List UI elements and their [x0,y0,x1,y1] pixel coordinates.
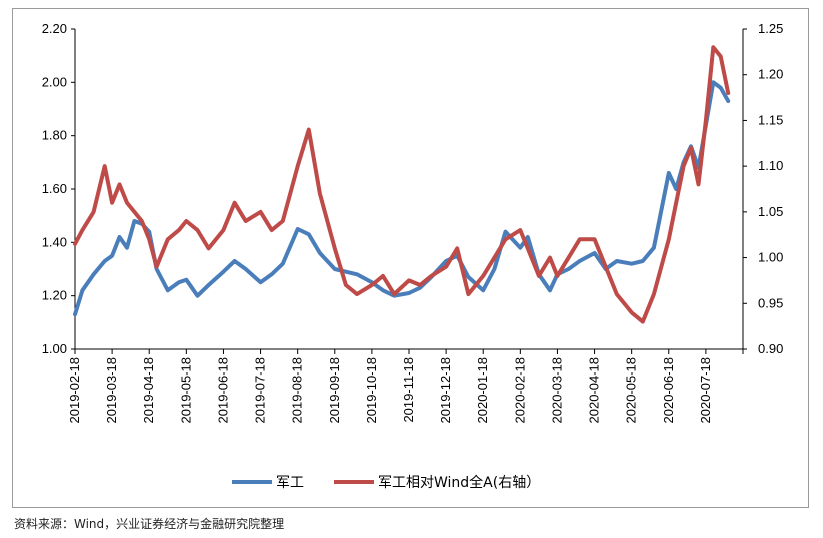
x-tick-label: 2020-04-18 [587,357,602,424]
y-tick-label: 1.00 [42,341,67,356]
legend-label: 军工 [276,475,304,491]
x-tick-label: 2020-02-18 [512,357,527,424]
x-tick-label: 2019-02-18 [67,357,82,424]
y-tick-label: 1.60 [42,181,67,196]
x-tick-label: 2019-10-18 [364,357,379,424]
x-tick-label: 2019-04-18 [141,357,156,424]
y-tick-label: 1.40 [42,234,67,249]
x-tick-label: 2019-07-18 [253,357,268,424]
x-tick-label: 2019-05-18 [178,357,193,424]
x-tick-label: 2020-07-18 [698,357,713,424]
y2-tick-label: 1.05 [758,204,783,219]
y-tick-label: 1.80 [42,128,67,143]
source-note: 资料来源：Wind，兴业证券经济与金融研究院整理 [14,517,285,531]
x-tick-label: 2020-01-18 [475,357,490,424]
y2-tick-label: 1.25 [758,21,783,36]
chart-frame [12,8,809,508]
y2-tick-label: 1.10 [758,158,783,173]
x-tick-label: 2020-05-18 [624,357,639,424]
x-tick-label: 2020-03-18 [549,357,564,424]
x-tick-label: 2019-11-18 [401,357,416,423]
y2-tick-label: 1.15 [758,112,783,127]
x-tick-label: 2019-08-18 [290,357,305,424]
series-line-relative [73,45,731,324]
legend-label: 军工相对Wind全A(右轴） [378,474,540,491]
y2-tick-label: 1.20 [758,67,783,82]
x-tick-label: 2019-03-18 [104,357,119,424]
y2-tick-label: 0.90 [758,341,783,356]
x-tick-label: 2019-12-18 [438,357,453,424]
y-tick-label: 1.20 [42,288,67,303]
x-tick-label: 2019-06-18 [215,357,230,424]
y2-tick-label: 1.00 [758,250,783,265]
series-line-jungong [73,80,731,317]
y-tick-label: 2.20 [42,21,67,36]
y-tick-label: 2.00 [42,74,67,89]
y2-tick-label: 0.95 [758,295,783,310]
x-tick-label: 2020-06-18 [661,357,676,424]
x-tick-label: 2019-09-18 [327,357,342,424]
line-chart: 1.00 1.20 1.40 1.60 1.80 2.00 2.20 0.90 0.95 1.00… [42,21,784,491]
